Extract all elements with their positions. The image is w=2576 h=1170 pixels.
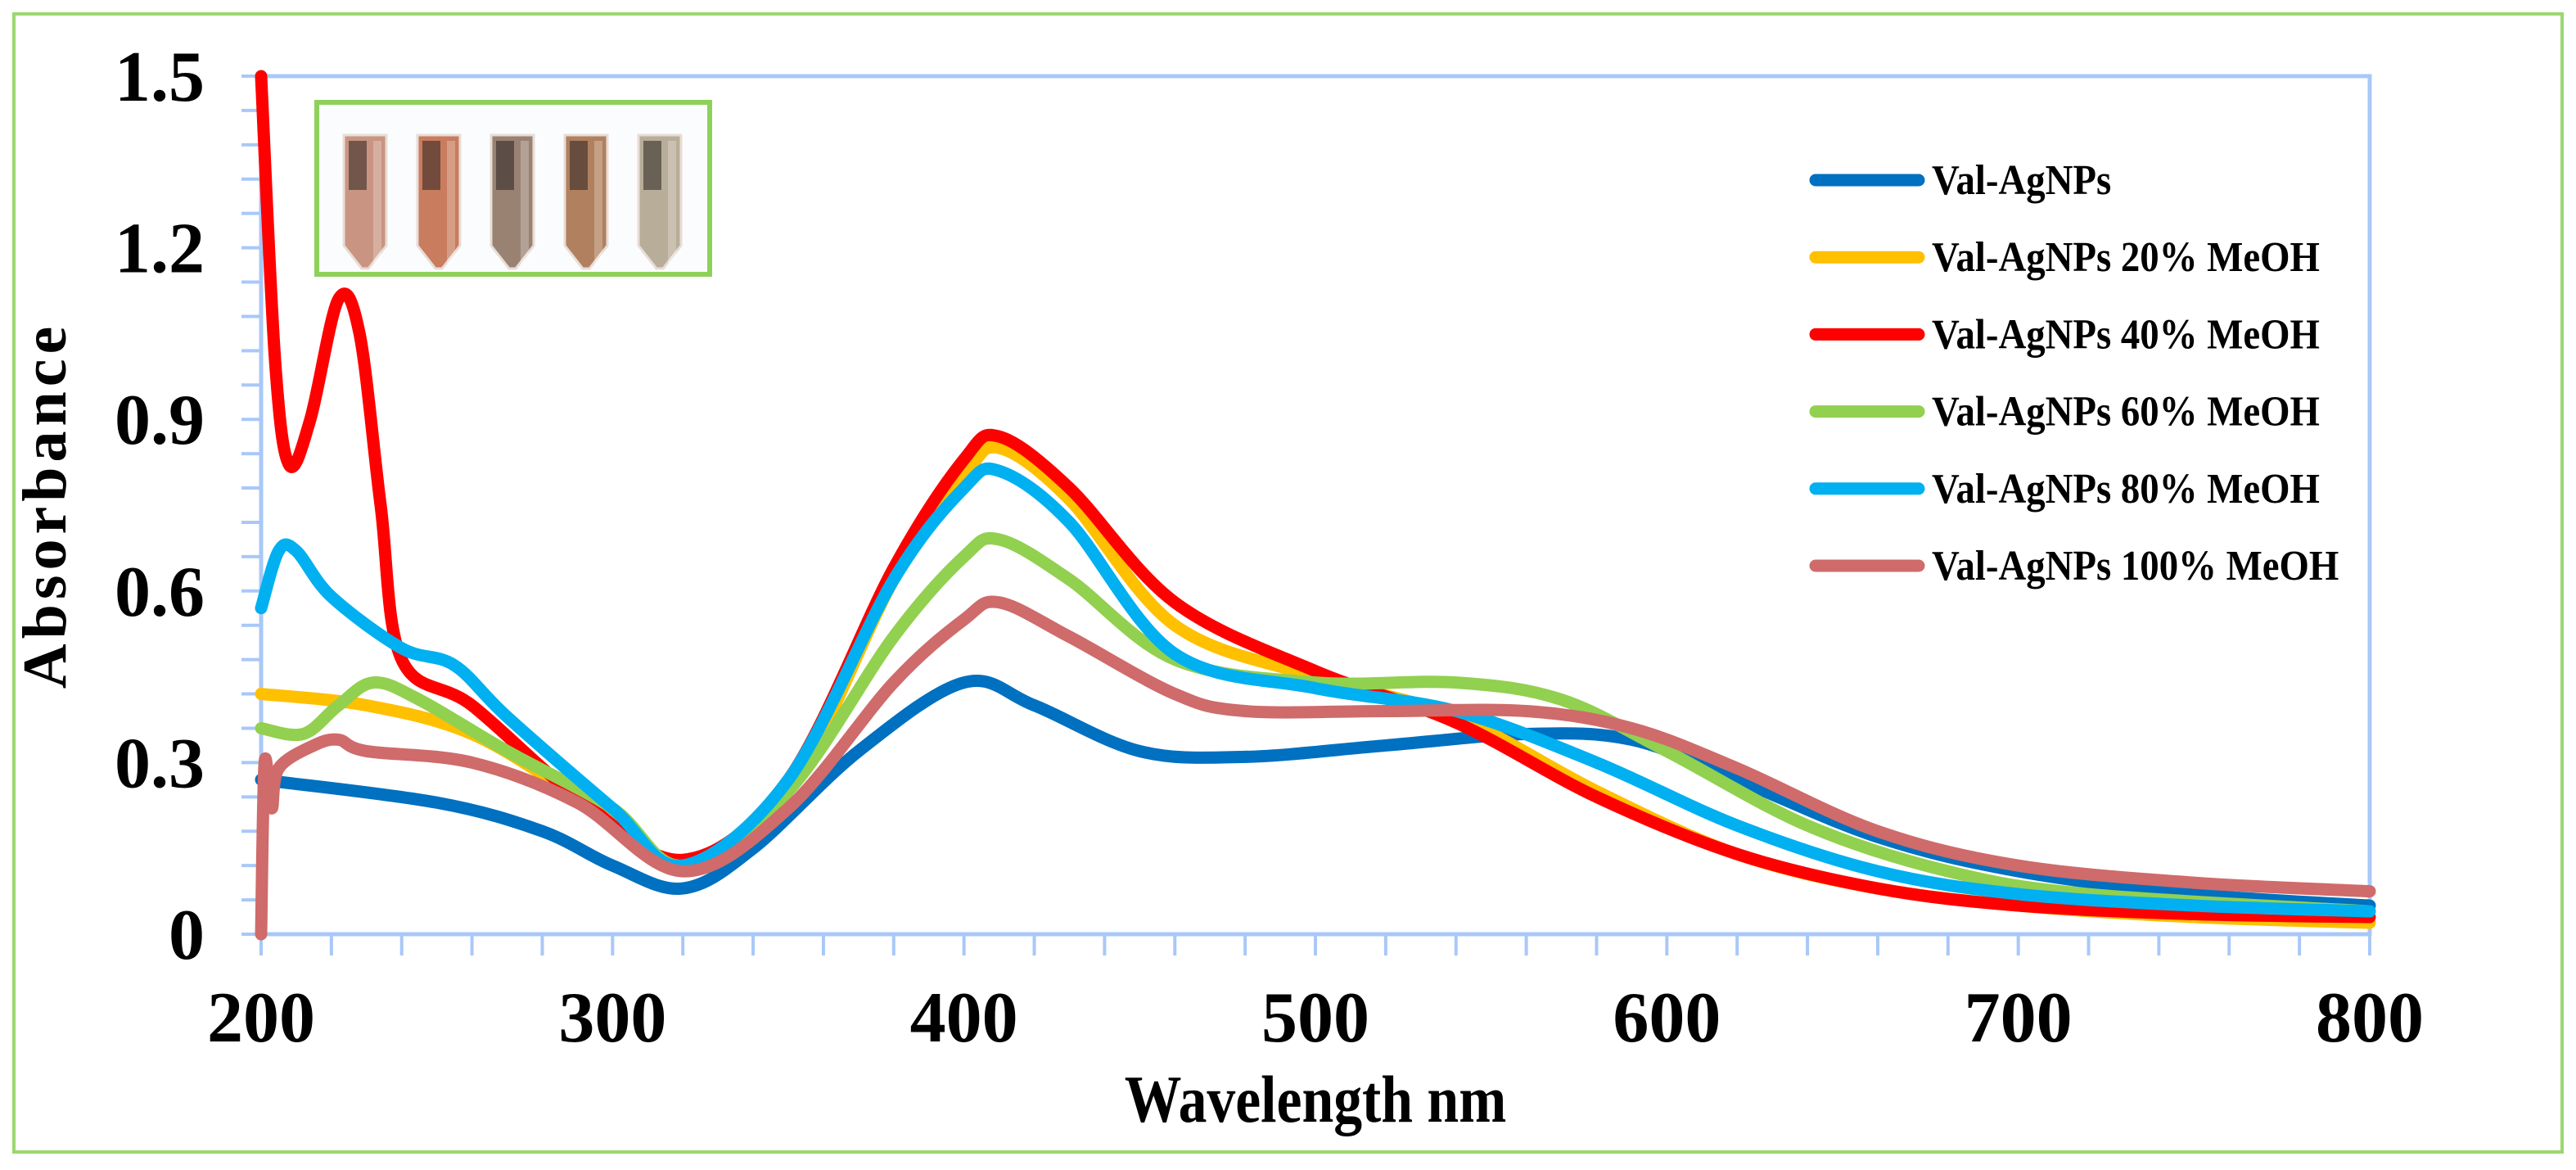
y-tick-label: 0.3 xyxy=(115,724,205,803)
y-tick-label: 0.9 xyxy=(115,381,205,460)
vial xyxy=(489,133,535,270)
legend-label: Val-AgNPs 80% MeOH xyxy=(1932,465,2320,513)
legend-label: Val-AgNPs xyxy=(1932,156,2111,204)
vial xyxy=(416,133,462,270)
series-line-5 xyxy=(255,595,2376,941)
y-axis-title: Absorbance xyxy=(11,322,79,689)
legend-item: Val-AgNPs xyxy=(1809,156,2111,204)
y-tick-label: 0 xyxy=(169,896,205,975)
y-tick-label: 1.5 xyxy=(115,38,205,117)
vial xyxy=(563,133,609,270)
legend-label: Val-AgNPs 60% MeOH xyxy=(1932,387,2320,435)
x-tick-label: 600 xyxy=(1613,978,1721,1058)
legend: Val-AgNPs Val-AgNPs 20% MeOH Val-AgNPs 40%… xyxy=(1809,156,2339,590)
x-axis-title: Wavelength nm xyxy=(1125,1063,1507,1137)
legend-label: Val-AgNPs 100% MeOH xyxy=(1932,542,2339,590)
legend-label: Val-AgNPs 20% MeOH xyxy=(1932,233,2320,281)
legend-item: Val-AgNPs 40% MeOH xyxy=(1809,310,2320,358)
x-tick-label: 300 xyxy=(558,978,666,1058)
series-line-4 xyxy=(255,462,2376,918)
x-tick-label: 400 xyxy=(910,978,1018,1058)
x-tick-label: 800 xyxy=(2316,978,2424,1058)
y-tick-label: 1.2 xyxy=(115,210,205,289)
vial xyxy=(342,133,388,270)
legend-item: Val-AgNPs 100% MeOH xyxy=(1809,542,2339,590)
legend-item: Val-AgNPs 60% MeOH xyxy=(1809,387,2320,435)
vial xyxy=(637,133,683,270)
series-lines xyxy=(255,70,2376,941)
figure-border xyxy=(12,12,2564,1154)
x-tick-label: 700 xyxy=(1965,978,2073,1058)
x-tick-label: 200 xyxy=(207,978,315,1058)
sample-vials-photo xyxy=(314,100,712,277)
series-line-3 xyxy=(255,531,2376,918)
legend-item: Val-AgNPs 80% MeOH xyxy=(1809,465,2320,513)
y-tick-label: 0.6 xyxy=(115,553,205,632)
x-tick-label: 500 xyxy=(1261,978,1369,1058)
legend-label: Val-AgNPs 40% MeOH xyxy=(1932,310,2320,358)
axes: 0 0.3 0.6 0.9 1.2 1.5 200 300 400 500 600 700 800 xyxy=(115,38,2424,1058)
legend-item: Val-AgNPs 20% MeOH xyxy=(1809,233,2320,281)
